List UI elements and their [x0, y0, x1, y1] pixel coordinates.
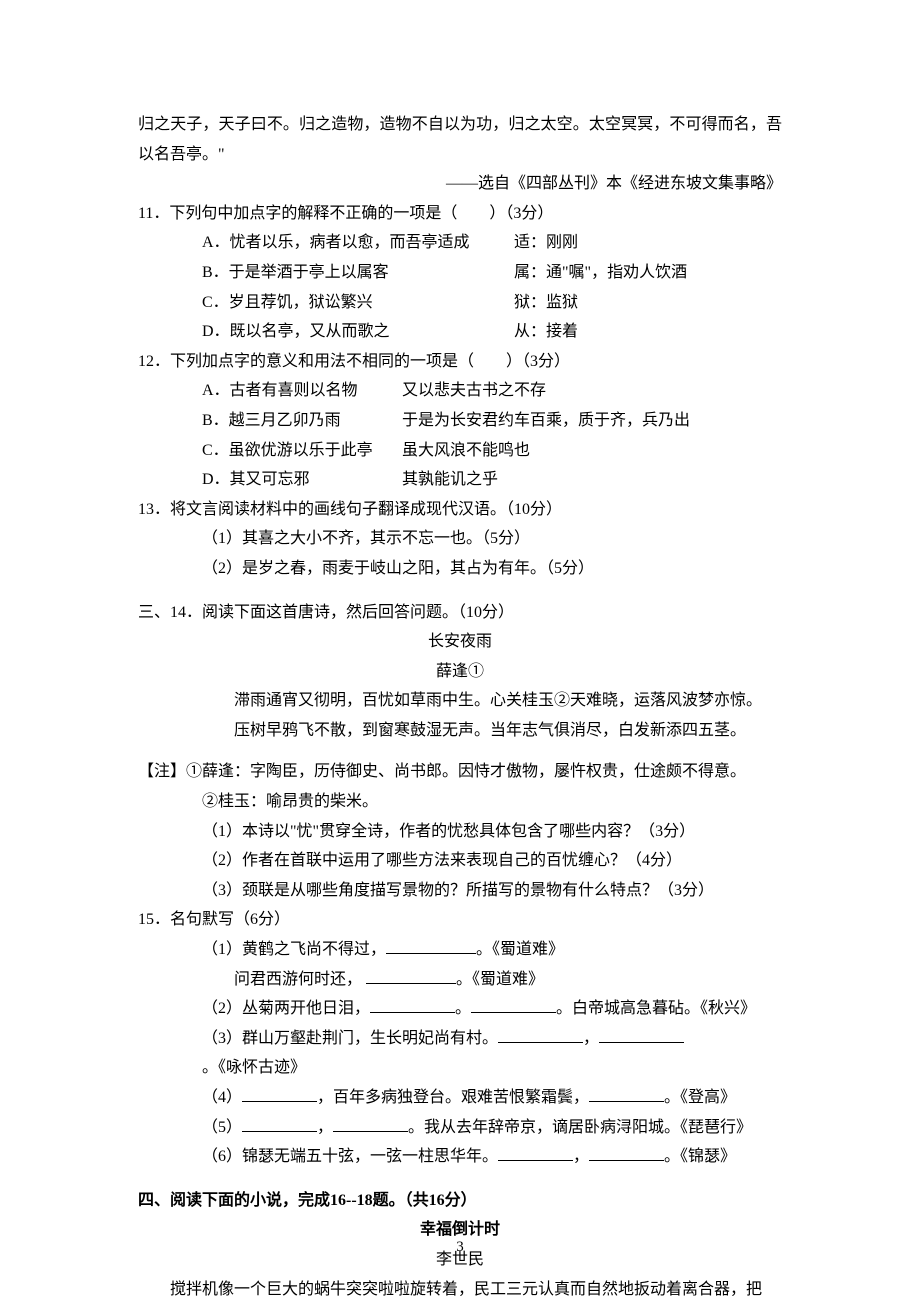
q12-b-right: 于是为长安君约车百乘，质于齐，兵乃出: [402, 406, 690, 436]
q15-5c-text: 。我从去年辞帝京，谪居卧病浔阳城。《琵琶行》: [408, 1119, 752, 1136]
q16-head: 四、阅读下面的小说，完成16--18题。（共16分）: [138, 1186, 782, 1216]
q11-b-left: B．于是举酒于亭上以属客: [202, 258, 514, 288]
q14-sub2: （2）作者在首联中运用了哪些方法来表现自己的百忧缠心？（4分）: [138, 846, 782, 876]
blank: [589, 1145, 664, 1161]
q15-3a-text: （3）群山万壑赴荆门，生长明妃尚有村。: [202, 1030, 498, 1047]
q12-d-right: 其孰能讥之乎: [402, 465, 498, 495]
q11-c-left: C．岁且荐饥，狱讼繁兴: [202, 288, 514, 318]
poem-line2: 压树早鸦飞不散，到窗寒鼓湿无声。当年志气俱消尽，白发新添四五茎。: [138, 716, 782, 746]
q12-a-left: A．古者有喜则以名物: [202, 376, 402, 406]
blank: [386, 938, 476, 954]
blank: [242, 1086, 317, 1102]
q14-head: 三、14．阅读下面这首唐诗，然后回答问题。（10分）: [138, 598, 782, 628]
q15-5a-text: （5）: [202, 1119, 242, 1136]
q15-5b-text: ，: [317, 1119, 333, 1136]
blank: [498, 1145, 573, 1161]
q11-opt-a: A．忧者以乐，病者以愈，而吾亭适成适：刚刚: [138, 228, 782, 258]
q11-a-right: 适：刚刚: [514, 228, 578, 258]
q11-opt-c: C．岁且荐饥，狱讼繁兴狱：监狱: [138, 288, 782, 318]
q15-4a-text: （4）: [202, 1089, 242, 1106]
q12-a-right: 又以悲夫古书之不存: [402, 376, 546, 406]
blank: [471, 997, 556, 1013]
q11-d-right: 从：接着: [514, 317, 578, 347]
poem-author: 薛逢①: [138, 657, 782, 687]
q15-6b-text: ，: [573, 1148, 589, 1165]
q12-opt-d: D．其又可忘邪其孰能讥之乎: [138, 465, 782, 495]
poem-title: 长安夜雨: [138, 627, 782, 657]
q14-sub3: （3）颈联是从哪些角度描写景物的？所描写的景物有什么特点？（3分）: [138, 876, 782, 906]
poem-note1: 【注】①薛逢：字陶臣，历侍御史、尚书郎。因恃才傲物，屡忤权贵，仕途颇不得意。: [138, 757, 782, 787]
q11-a-left: A．忧者以乐，病者以愈，而吾亭适成: [202, 228, 514, 258]
q14-sub1: （1）本诗以"忧"贯穿全诗，作者的忧愁具体包含了哪些内容？（3分）: [138, 817, 782, 847]
story-body: 搅拌机像一个巨大的蜗牛突突啦啦旋转着，民工三元认真而自然地扳动着离合器，把: [138, 1275, 782, 1304]
q12-stem: 12．下列加点字的意义和用法不相同的一项是（ ）（3分）: [138, 347, 782, 377]
q15-6c-text: 。《锦瑟》: [664, 1148, 736, 1165]
page-number: 3: [0, 1234, 920, 1262]
spacer: [138, 745, 782, 757]
q12-d-left: D．其又可忘邪: [202, 465, 402, 495]
q15-2a-text: （2）丛菊两开他日泪，: [202, 1000, 370, 1017]
q12-b-left: B．越三月乙卯乃雨: [202, 406, 402, 436]
q15-5: （5） ， 。我从去年辞帝京，谪居卧病浔阳城。《琵琶行》: [138, 1113, 782, 1143]
q13-sub1: （1）其喜之大小不齐，其示不忘一也。（5分）: [138, 524, 782, 554]
q15-2: （2）丛菊两开他日泪， 。 。白帝城高急暮砧。《秋兴》: [138, 994, 782, 1024]
blank: [599, 1027, 684, 1043]
q15-1d-text: 。《蜀道难》: [456, 971, 544, 988]
q15-4: （4） ，百年多病独登台。艰难苦恨繁霜鬓， 。《登高》: [138, 1083, 782, 1113]
blank: [242, 1116, 317, 1132]
q12-c-right: 虽大风浪不能鸣也: [402, 436, 530, 466]
poem-note2: ②桂玉：喻昂贵的柴米。: [138, 787, 782, 817]
blank: [333, 1116, 408, 1132]
q15-1a: （1）黄鹤之飞尚不得过， 。《蜀道难》: [138, 935, 782, 965]
q11-b-right: 属：通"嘱"，指劝人饮酒: [514, 258, 687, 288]
blank: [498, 1027, 583, 1043]
q12-opt-a: A．古者有喜则以名物又以悲夫古书之不存: [138, 376, 782, 406]
q15-6: （6）锦瑟无端五十弦，一弦一柱思华年。 ， 。《锦瑟》: [138, 1142, 782, 1172]
intro-source: ——选自《四部丛刊》本《经进东坡文集事略》: [138, 169, 782, 199]
poem-line1: 滞雨通宵又彻明，百忧如草雨中生。心关桂玉②天难晓，运落风波梦亦惊。: [138, 686, 782, 716]
q15-3c-text: 。《咏怀古迹》: [202, 1059, 306, 1076]
q12-c-left: C．虽欲优游以乐于此亭: [202, 436, 402, 466]
q13-stem: 13．将文言阅读材料中的画线句子翻译成现代汉语。（10分）: [138, 495, 782, 525]
blank: [370, 997, 455, 1013]
q15-4b-text: ，百年多病独登台。艰难苦恨繁霜鬓，: [317, 1089, 589, 1106]
q15-1a-text: （1）黄鹤之飞尚不得过，: [202, 941, 386, 958]
q15-4c-text: 。《登高》: [664, 1089, 736, 1106]
q15-1c: 问君西游何时还， 。《蜀道难》: [138, 965, 782, 995]
q15-6a-text: （6）锦瑟无端五十弦，一弦一柱思华年。: [202, 1148, 498, 1165]
blank: [366, 968, 456, 984]
blank: [589, 1086, 664, 1102]
q11-opt-b: B．于是举酒于亭上以属客属：通"嘱"，指劝人饮酒: [138, 258, 782, 288]
q15-3: （3）群山万壑赴荆门，生长明妃尚有村。 ， 。《咏怀古迹》: [138, 1024, 782, 1083]
q12-opt-b: B．越三月乙卯乃雨于是为长安君约车百乘，质于齐，兵乃出: [138, 406, 782, 436]
q11-c-right: 狱：监狱: [514, 288, 578, 318]
q11-d-left: D．既以名亭，又从而歌之: [202, 317, 514, 347]
q13-sub2: （2）是岁之春，雨麦于岐山之阳，其占为有年。（5分）: [138, 554, 782, 584]
q12-opt-c: C．虽欲优游以乐于此亭虽大风浪不能鸣也: [138, 436, 782, 466]
q15-1b-text: 。《蜀道难》: [476, 941, 564, 958]
q15-2c-text: 。白帝城高急暮砧。《秋兴》: [556, 1000, 756, 1017]
q15-stem: 15．名句默写（6分）: [138, 905, 782, 935]
q15-1c-text: 问君西游何时还，: [234, 971, 362, 988]
intro-text: 归之天子，天子曰不。归之造物，造物不自以为功，归之太空。太空冥冥，不可得而名，吾…: [138, 110, 782, 169]
q15-2b-text: 。: [455, 1000, 471, 1017]
q15-3b-text: ，: [583, 1030, 599, 1047]
q11-stem: 11．下列句中加点字的解释不正确的一项是（ ）（3分）: [138, 199, 782, 229]
q11-opt-d: D．既以名亭，又从而歌之从：接着: [138, 317, 782, 347]
